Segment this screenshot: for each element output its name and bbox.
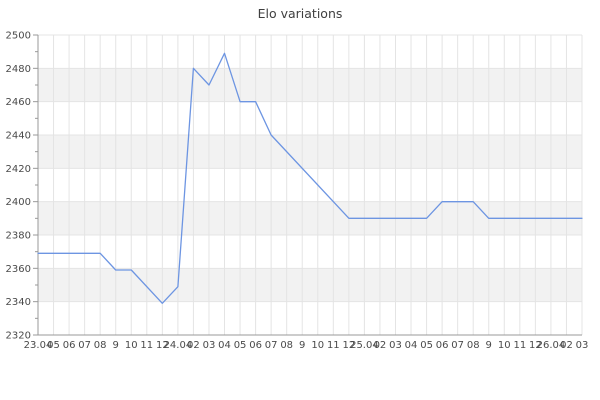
y-tick-label: 2460 <box>6 97 31 108</box>
y-tick-label: 2320 <box>6 331 31 342</box>
y-tick-label: 2380 <box>6 231 31 242</box>
elo-line-series <box>37 52 583 304</box>
alt-band <box>38 68 582 102</box>
x-tick-label: 07 <box>78 340 91 351</box>
x-tick-label: 25.04 <box>350 340 379 351</box>
x-tick-label: 08 <box>94 340 107 351</box>
x-tick-label: 04 <box>218 340 231 351</box>
x-tick-label: 23.04 <box>24 340 53 351</box>
x-tick-label: 03 <box>576 340 589 351</box>
x-tick-label: 05 <box>420 340 433 351</box>
chart-title: Elo variations <box>258 6 343 21</box>
x-tick-label: 12 <box>342 340 355 351</box>
x-tick-label: 02 <box>560 340 573 351</box>
x-tick-label: 07 <box>265 340 278 351</box>
x-tick-label: 05 <box>47 340 60 351</box>
x-tick-label: 11 <box>327 340 340 351</box>
alt-band <box>38 268 582 302</box>
x-tick-label: 10 <box>125 340 138 351</box>
x-tick-label: 06 <box>436 340 449 351</box>
x-tick-label: 9 <box>299 340 305 351</box>
x-tick-label: 11 <box>140 340 153 351</box>
x-tick-label: 9 <box>113 340 119 351</box>
x-tick-label: 02 <box>374 340 387 351</box>
y-tick-label: 2360 <box>6 264 31 275</box>
x-tick-label: 12 <box>156 340 169 351</box>
x-tick-label: 02 <box>187 340 200 351</box>
x-tick-label: 06 <box>63 340 76 351</box>
x-tick-label: 03 <box>203 340 216 351</box>
y-tick-label: 2480 <box>6 64 31 75</box>
x-tick-label: 08 <box>280 340 293 351</box>
y-tick-label: 2500 <box>6 31 31 42</box>
x-tick-label: 05 <box>234 340 247 351</box>
series-layer <box>37 52 583 304</box>
tick-labels-layer: 2320 2340 2360 2380 2400 2420 2440 2460 2480 2500… <box>6 31 589 352</box>
x-tick-label: 12 <box>529 340 542 351</box>
y-tick-label: 2440 <box>6 131 31 142</box>
alt-band <box>38 135 582 169</box>
x-tick-label: 03 <box>389 340 402 351</box>
x-tick-label: 11 <box>513 340 526 351</box>
x-tick-label: 08 <box>467 340 480 351</box>
x-tick-label: 9 <box>486 340 492 351</box>
x-tick-label: 24.04 <box>164 340 193 351</box>
axes-layer <box>33 34 582 336</box>
x-tick-label: 04 <box>405 340 418 351</box>
x-tick-label: 10 <box>311 340 324 351</box>
y-tick-label: 2340 <box>6 297 31 308</box>
x-tick-label: 06 <box>249 340 262 351</box>
x-tick-label: 07 <box>451 340 464 351</box>
x-tick-label: 26.04 <box>537 340 566 351</box>
x-tick-label: 10 <box>498 340 511 351</box>
y-tick-label: 2420 <box>6 164 31 175</box>
alternating-bands-layer <box>38 68 582 302</box>
y-tick-label: 2400 <box>6 197 31 208</box>
